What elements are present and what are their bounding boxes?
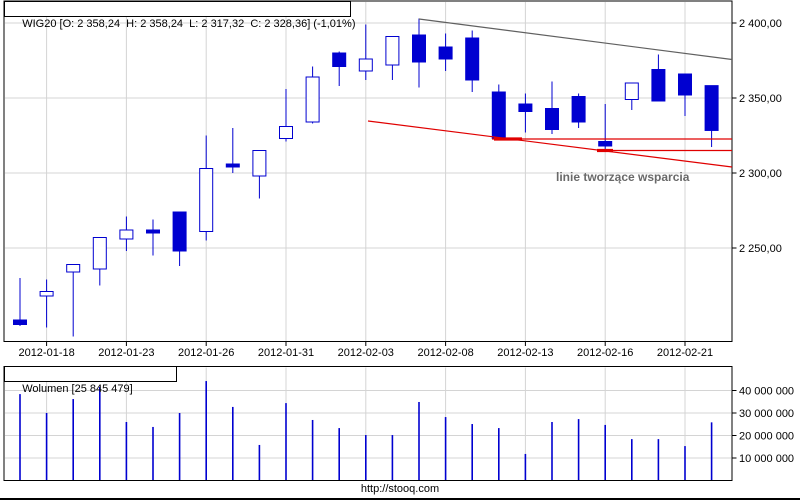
volume-pane-frame: [3, 366, 733, 481]
x-axis-label: 2012-01-31: [258, 347, 314, 359]
candle-body: [279, 126, 293, 139]
resistance-trendline: [418, 18, 733, 61]
candle-body: [358, 58, 373, 72]
volume-axis-label: 40 000 000: [739, 386, 794, 398]
candle-body: [332, 52, 347, 67]
price-pane-title-box: WIG20 [O: 2 358,24 H: 2 358,24 L: 2 317,…: [4, 1, 356, 30]
x-axis-label: 2012-02-21: [657, 347, 713, 359]
candle-body: [465, 37, 480, 81]
candle-body: [92, 237, 107, 270]
x-axis-label: 2012-01-23: [98, 347, 154, 359]
bottom-border-rule: [0, 498, 800, 500]
candle-body: [438, 46, 453, 60]
x-axis-label: 2012-02-03: [338, 347, 394, 359]
candle-body: [39, 291, 54, 297]
volume-pane-title: Wolumen [25 845 479]: [22, 383, 133, 395]
candle-body: [412, 34, 426, 63]
candle-body: [545, 108, 559, 130]
candle-body: [66, 264, 81, 273]
candle-body: [571, 96, 586, 123]
volume-pane-title-box: Wolumen [25 845 479]: [4, 366, 177, 395]
candle-body: [172, 211, 187, 252]
volume-axis-label: 20 000 000: [739, 431, 794, 443]
candle-body: [704, 85, 719, 131]
candle-body: [651, 69, 666, 102]
volume-axis-label: 30 000 000: [739, 408, 794, 420]
price-axis-label: 2 350,00: [739, 93, 782, 105]
candle-body: [385, 36, 400, 66]
candle-body: [518, 103, 533, 112]
x-axis-label: 2012-02-16: [577, 347, 633, 359]
x-axis-label: 2012-02-13: [497, 347, 553, 359]
price-pane-frame: [3, 0, 733, 342]
support-diagonal-line: [367, 120, 733, 168]
x-axis-label: 2012-01-26: [178, 347, 234, 359]
price-axis-label: 2 250,00: [739, 243, 782, 255]
candle-body: [678, 73, 692, 96]
candle-body: [305, 76, 320, 123]
footer-url: http://stooq.com: [360, 483, 440, 495]
price-pane-title: WIG20 [O: 2 358,24 H: 2 358,24 L: 2 317,…: [22, 18, 356, 30]
candle-body: [491, 91, 506, 139]
candle-body: [252, 150, 267, 177]
candle-body: [13, 319, 27, 325]
volume-axis-label: 10 000 000: [739, 453, 794, 465]
candle-body: [225, 163, 240, 168]
price-axis-label: 2 300,00: [739, 168, 782, 180]
candle-body: [146, 229, 160, 234]
support-lines-annotation: linie tworzące wsparcia: [556, 170, 690, 184]
candle-body: [598, 141, 613, 147]
price-axis-label: 2 400,00: [739, 18, 782, 30]
x-axis-label: 2012-02-08: [417, 347, 473, 359]
x-axis-label: 2012-01-18: [18, 347, 74, 359]
candle-body: [624, 82, 639, 100]
candle-body: [199, 168, 214, 232]
candle-body: [119, 229, 134, 240]
